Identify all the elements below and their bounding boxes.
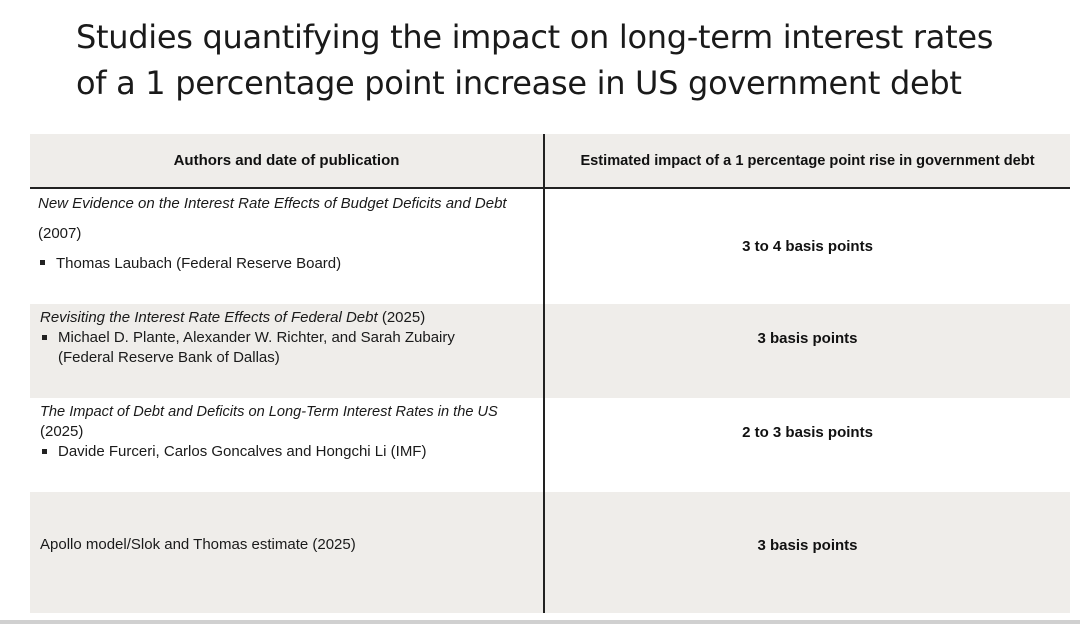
impact-cell: 3 basis points [757,329,858,347]
table-row: Revisiting the Interest Rate Effects of … [30,304,1070,398]
title-line-2: of a 1 percentage point increase in US g… [76,64,962,102]
study-authors-affiliation: (Federal Reserve Bank of Dallas) [58,349,280,366]
bottom-border [0,620,1080,624]
impact-cell: 2 to 3 basis points [742,423,873,441]
header-authors: Authors and date of publication [173,152,400,169]
authors-cell: Revisiting the Interest Rate Effects of … [40,308,540,368]
studies-table: Authors and date of publication Estimate… [30,134,1070,613]
study-authors: Thomas Laubach (Federal Reserve Board) [38,253,538,275]
study-title: New Evidence on the Interest Rate Effect… [38,195,507,212]
page-title: Studies quantifying the impact on long-t… [76,14,1056,106]
study-year: (2025) [40,423,84,440]
study-title: The Impact of Debt and Deficits on Long-… [40,404,498,420]
table-row: The Impact of Debt and Deficits on Long-… [30,398,1070,492]
column-divider [543,134,545,613]
authors-cell: New Evidence on the Interest Rate Effect… [38,193,538,275]
impact-cell: 3 to 4 basis points [742,238,873,255]
study-year: (2025) [377,309,426,326]
title-line-1: Studies quantifying the impact on long-t… [76,18,994,56]
table-row: New Evidence on the Interest Rate Effect… [30,189,1070,304]
study-authors: Davide Furceri, Carlos Goncalves and Hon… [40,442,540,462]
study-title: Apollo model/Slok and Thomas estimate (2… [40,536,356,553]
study-title: Revisiting the Interest Rate Effects of … [40,309,378,326]
authors-cell: The Impact of Debt and Deficits on Long-… [40,402,540,462]
header-impact: Estimated impact of a 1 percentage point… [580,152,1035,169]
study-authors: Michael D. Plante, Alexander W. Richter,… [40,328,540,348]
table-header-row: Authors and date of publication Estimate… [30,134,1070,189]
table-row: Apollo model/Slok and Thomas estimate (2… [30,492,1070,613]
study-year: (2007) [38,225,82,242]
impact-cell: 3 basis points [757,536,858,554]
